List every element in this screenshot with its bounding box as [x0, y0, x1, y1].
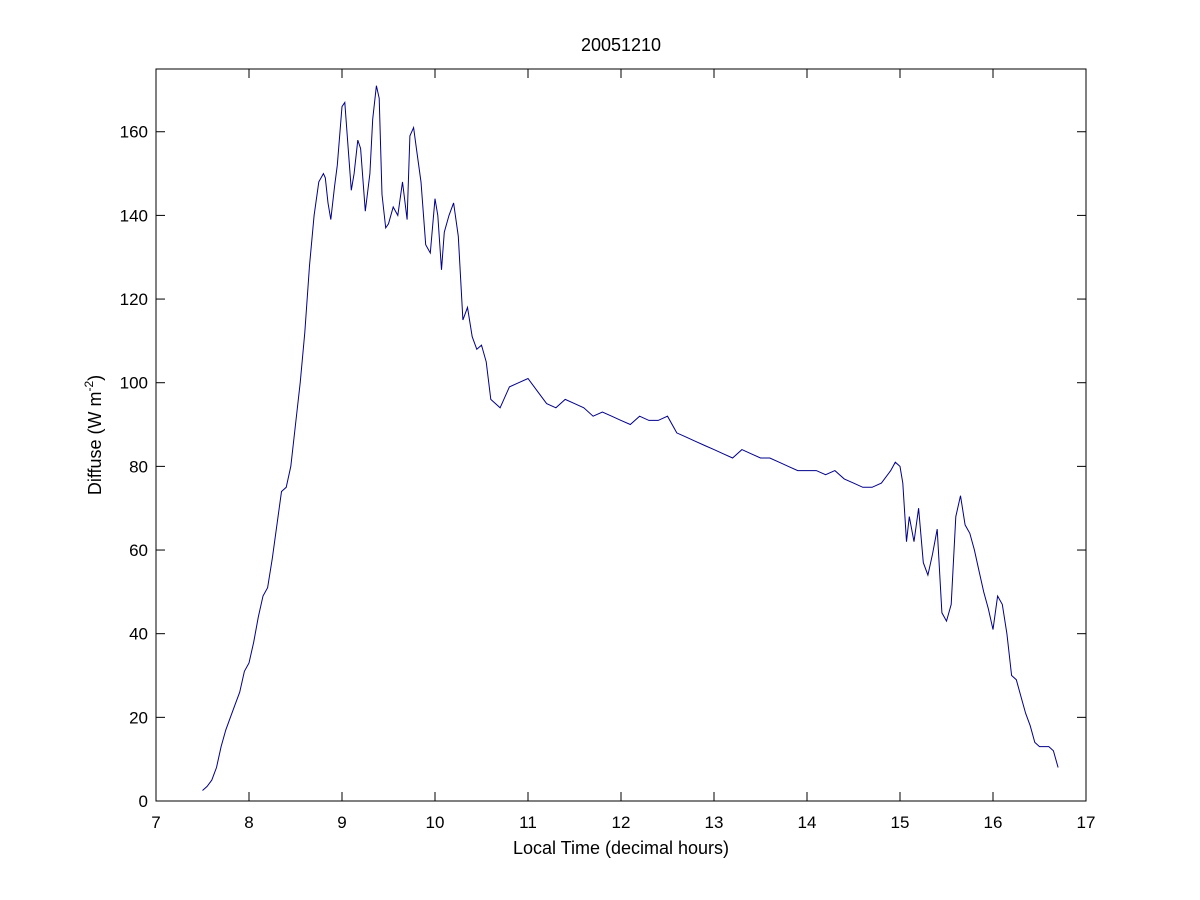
- plot-area: [155, 68, 1087, 802]
- series-line-diffuse: [202, 85, 1059, 791]
- x-tick-label: 7: [151, 813, 160, 832]
- x-tick-label: 13: [705, 813, 724, 832]
- y-tick-label: 140: [120, 206, 148, 225]
- y-tick-label: 80: [129, 457, 148, 476]
- x-tick-label: 9: [337, 813, 346, 832]
- x-tick-label: 11: [519, 813, 537, 832]
- y-axis: 0 20 40 60 80 100 120 140 160: [120, 123, 1086, 811]
- y-axis-label: Diffuse (W m-2): [82, 375, 105, 495]
- x-axis-label: Local Time (decimal hours): [513, 838, 729, 858]
- x-tick-label: 10: [426, 813, 445, 832]
- y-tick-label: 60: [129, 541, 148, 560]
- x-axis: 7 8 9 10 11 12 13 14 15 16 17: [151, 69, 1095, 832]
- x-tick-label: 14: [798, 813, 817, 832]
- y-axis-label-main: Diffuse (W m: [85, 391, 105, 495]
- x-tick-label: 16: [984, 813, 1003, 832]
- y-tick-label: 120: [120, 290, 148, 309]
- y-tick-label: 160: [120, 123, 148, 142]
- y-tick-label: 20: [129, 708, 148, 727]
- y-tick-label: 0: [139, 792, 148, 811]
- y-axis-label-suffix: ): [85, 375, 105, 381]
- x-tick-label: 17: [1077, 813, 1096, 832]
- chart-title: 20051210: [581, 35, 661, 55]
- x-tick-label: 12: [612, 813, 631, 832]
- y-tick-label: 100: [120, 374, 148, 393]
- y-axis-label-superscript: -2: [82, 380, 96, 391]
- x-tick-label: 8: [244, 813, 253, 832]
- y-tick-label: 40: [129, 625, 148, 644]
- x-tick-label: 15: [891, 813, 910, 832]
